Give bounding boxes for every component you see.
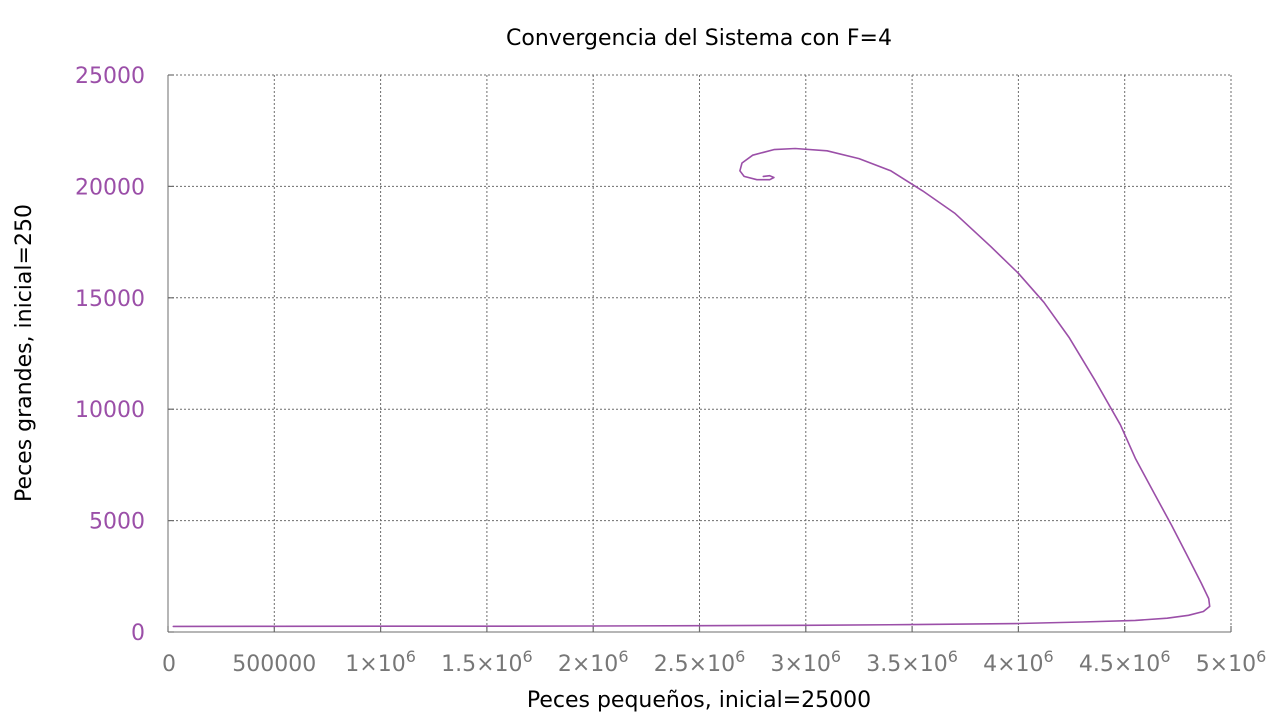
y-tick-label: 5000 (89, 510, 145, 535)
y-tick-label: 25000 (75, 64, 145, 89)
series-group (172, 147, 1211, 628)
x-tick-label: 1×106 (345, 647, 416, 677)
grid (168, 75, 1231, 632)
series-line (172, 147, 1211, 628)
x-tick-label: 500000 (232, 652, 316, 677)
x-tick-label: 5×106 (1196, 647, 1267, 677)
x-tick-label: 4×106 (983, 647, 1054, 677)
x-tick-label: 2.5×106 (654, 647, 746, 677)
chart-title: Convergencia del Sistema con F=4 (506, 26, 892, 51)
x-axis-ticks: 0 500000 1×106 1.5×106 2×106 2.5×106 3×106 3.5×… (162, 626, 1266, 677)
x-tick-label: 0 (162, 652, 176, 677)
y-axis-label: Peces grandes, inicial=250 (12, 204, 37, 502)
y-tick-label: 20000 (75, 175, 145, 200)
x-tick-label: 2×106 (558, 647, 629, 677)
x-tick-label: 3.5×106 (866, 647, 958, 677)
x-tick-label: 3×106 (770, 647, 841, 677)
y-tick-label: 10000 (75, 398, 145, 423)
y-tick-label: 0 (131, 621, 145, 646)
x-tick-label: 4.5×106 (1079, 647, 1171, 677)
x-tick-label: 1.5×106 (441, 647, 533, 677)
x-axis-label: Peces pequeños, inicial=25000 (527, 688, 871, 713)
y-axis-ticks: 0 5000 10000 15000 20000 25000 (75, 64, 174, 646)
y-tick-label: 15000 (75, 287, 145, 312)
